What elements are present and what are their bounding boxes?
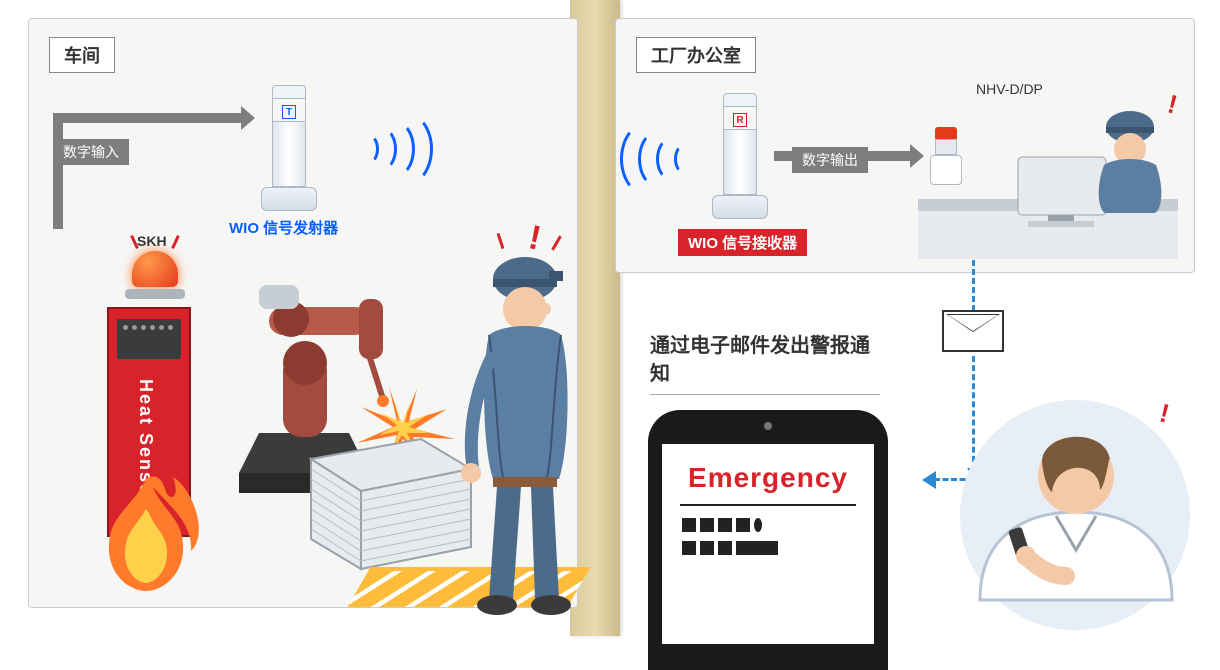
signal-waves-out-icon [359, 119, 419, 179]
office-desk-icon [918, 103, 1198, 283]
office-title: 工厂办公室 [636, 37, 756, 73]
worker-icon [449, 239, 619, 619]
office-panel: 工厂办公室 R WIO 信号接收器 数字输出 NHV-D/DP ! [615, 18, 1195, 273]
dash-arrowhead [922, 471, 936, 489]
arrow-to-transmitter [131, 113, 241, 123]
flame-icon [81, 469, 211, 599]
email-body-placeholder [680, 516, 856, 562]
skh-label: SKH [137, 233, 167, 249]
arrow-vert [53, 159, 63, 229]
beacon-light-icon [125, 251, 185, 311]
office-person-icon [960, 400, 1190, 630]
nhv-label: NHV-D/DP [976, 81, 1043, 97]
receiver-label: WIO 信号接收器 [678, 229, 807, 256]
wio-transmitter-icon: T [261, 85, 317, 205]
arrow-elbow [53, 113, 131, 163]
workshop-panel: 车间 数字输入 T WIO 信号发射器 SKH Heat Senser [28, 18, 578, 608]
wio-receiver-icon: R [712, 93, 768, 213]
phone-mockup: Emergency [648, 410, 888, 670]
signal-waves-in-icon [634, 129, 694, 189]
emergency-text: Emergency [680, 462, 856, 494]
transmitter-label: WIO 信号发射器 [229, 217, 338, 238]
envelope-icon [942, 310, 1004, 352]
digital-output-chip: 数字输出 [792, 147, 868, 173]
person-circle [960, 400, 1190, 630]
arrow-stub [774, 151, 792, 161]
email-section-title: 通过电子邮件发出警报通知 [650, 332, 880, 395]
workshop-title: 车间 [49, 37, 115, 73]
arrow-to-nhv [860, 151, 910, 161]
